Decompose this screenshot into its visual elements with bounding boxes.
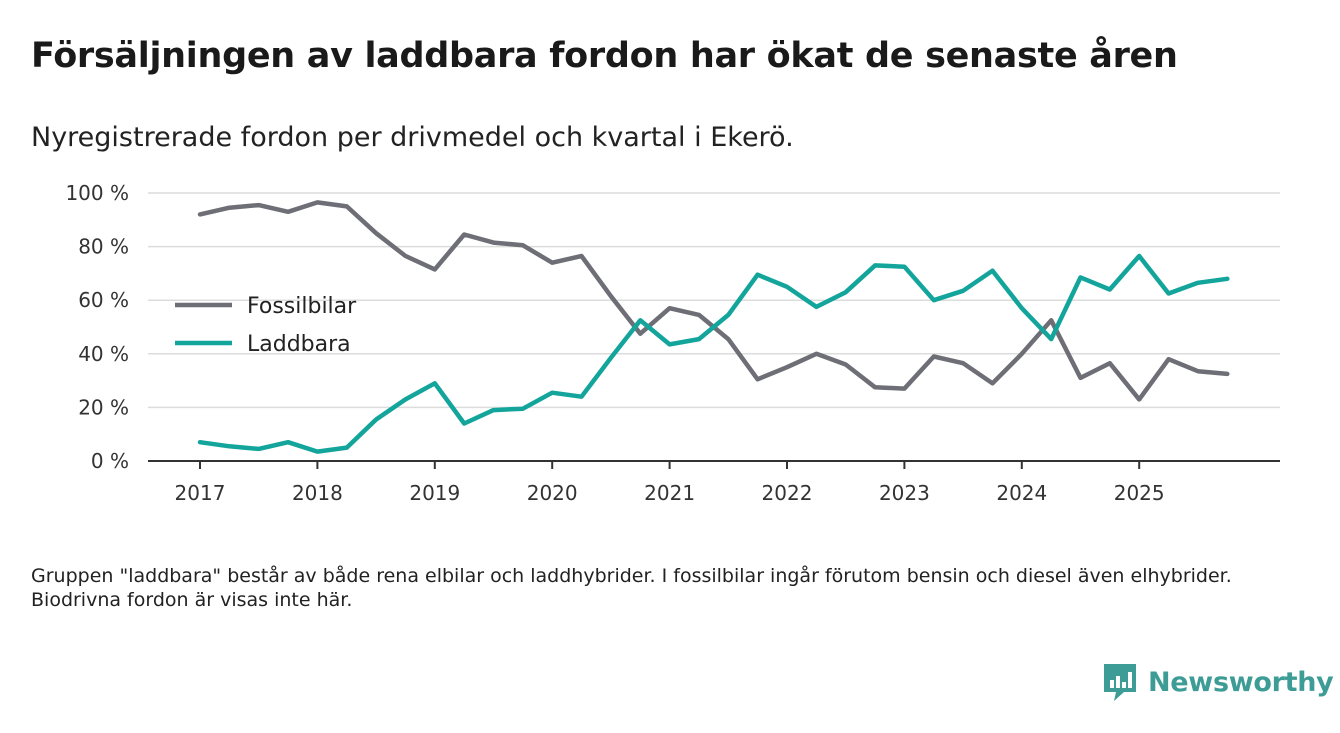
chart-subtitle: Nyregistrerade fordon per drivmedel och … [31,122,794,153]
legend: Fossilbilar Laddbara [175,294,357,357]
x-tick-label: 2022 [762,481,813,505]
x-tick-label: 2024 [996,481,1047,505]
legend-label: Fossilbilar [247,294,357,319]
y-tick-label: 100 % [65,181,129,205]
line-chart: 0 % 20 % 40 % 60 % 80 % 100 % 2017 2018 2019 2020… [65,181,1280,505]
y-tick-label: 60 % [78,288,129,312]
y-tick-label: 80 % [78,235,129,259]
y-tick-label: 0 % [91,449,129,473]
y-tick-label: 40 % [78,342,129,366]
x-tick-label: 2020 [527,481,578,505]
x-tick-label: 2021 [644,481,695,505]
x-tick-label: 2019 [409,481,460,505]
y-tick-label: 20 % [78,395,129,419]
x-tick-label: 2023 [879,481,930,505]
series-lines [197,200,1230,454]
x-tick-label: 2025 [1114,481,1165,505]
legend-label: Laddbara [247,332,351,357]
chart-title: Försäljningen av laddbara fordon har öka… [31,36,1178,76]
grid-lines [148,192,1280,409]
x-tick-label: 2018 [292,481,343,505]
x-tick-label: 2017 [175,481,226,505]
brand-name: Newsworthy [1148,666,1334,698]
axes: 0 % 20 % 40 % 60 % 80 % 100 % 2017 2018 2019 2020… [65,181,1280,505]
series-line-laddbara [197,253,1230,454]
brand-logo[interactable]: Newsworthy [1102,662,1334,702]
newsworthy-logo-icon [1104,664,1136,701]
footnote: Gruppen "laddbara" består av både rena e… [31,565,1232,611]
